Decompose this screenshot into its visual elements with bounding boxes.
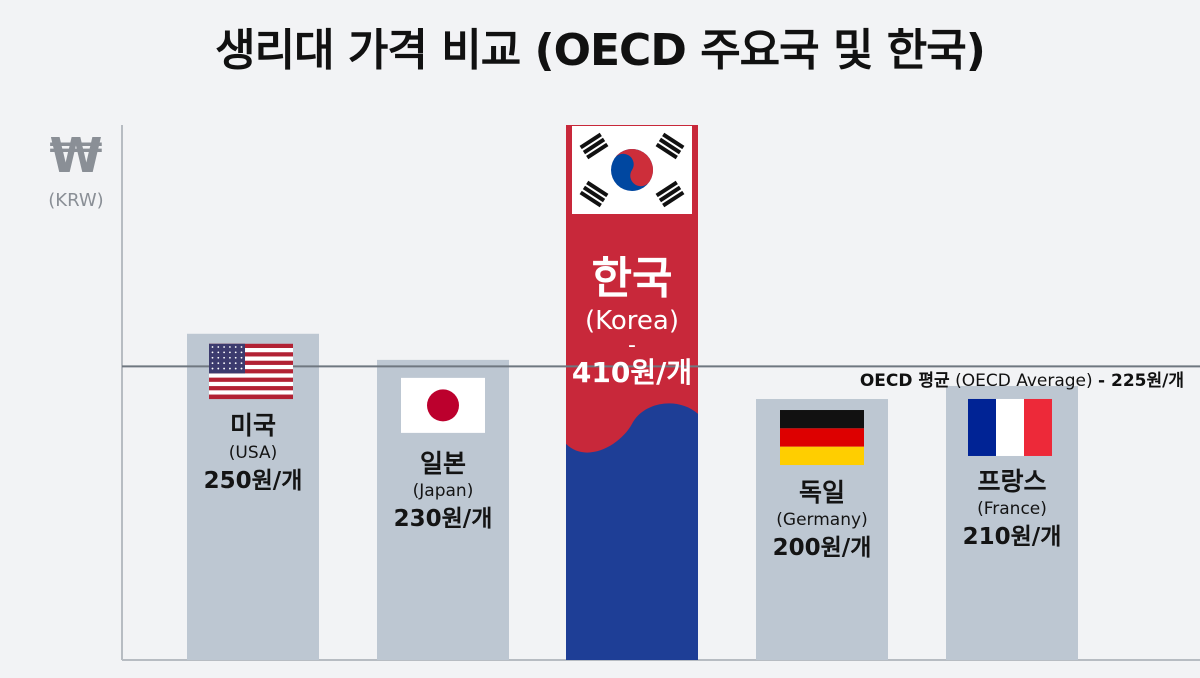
- country-name-en: (Germany): [776, 510, 868, 531]
- separator-dash: -: [628, 333, 636, 358]
- price-label: 250원/개: [203, 467, 303, 494]
- country-name: 일본: [419, 448, 466, 478]
- bar-label-1: 미국 (USA) 250원/개: [163, 410, 343, 498]
- bar-label-5: 프랑스 (France) 210원/개: [922, 466, 1102, 554]
- country-name-en: (USA): [228, 442, 278, 463]
- avg-name-ko: OECD 평균: [859, 371, 950, 391]
- korea-flag-icon: [572, 126, 692, 214]
- won-currency-icon: ₩: [49, 128, 103, 184]
- country-name: 미국: [229, 410, 276, 440]
- price-label: 210원/개: [962, 523, 1062, 550]
- bar-label-4: 독일 (Germany) 200원/개: [732, 477, 912, 565]
- unit-label: (KRW): [48, 190, 104, 211]
- price-label: 410원/개: [571, 356, 693, 389]
- bar-label-2: 일본 (Japan) 230원/개: [353, 448, 533, 536]
- country-name: 독일: [798, 478, 845, 508]
- us-flag-icon: [209, 343, 293, 400]
- chart-title: 생리대 가격 비교 (OECD 주요국 및 한국): [215, 25, 986, 76]
- france-flag-icon: [968, 398, 1052, 456]
- oecd-average-label: OECD 평균 (OECD Average) - 225원/개: [860, 366, 1184, 391]
- price-label: 200원/개: [772, 535, 872, 562]
- country-name-en: (France): [977, 498, 1047, 519]
- germany-flag-icon: [780, 410, 864, 466]
- japan-flag-icon: [401, 377, 485, 433]
- country-name: 한국: [591, 253, 673, 304]
- country-name: 프랑스: [977, 466, 1047, 496]
- country-name-en: (Korea): [585, 306, 679, 336]
- avg-value: - 225원/개: [1098, 371, 1184, 391]
- country-name-en: (Japan): [412, 480, 474, 501]
- bar-label-3: 한국 (Korea) -410원/개: [542, 253, 722, 391]
- avg-name-en: (OECD Average): [955, 371, 1093, 391]
- price-label: 230원/개: [393, 505, 493, 532]
